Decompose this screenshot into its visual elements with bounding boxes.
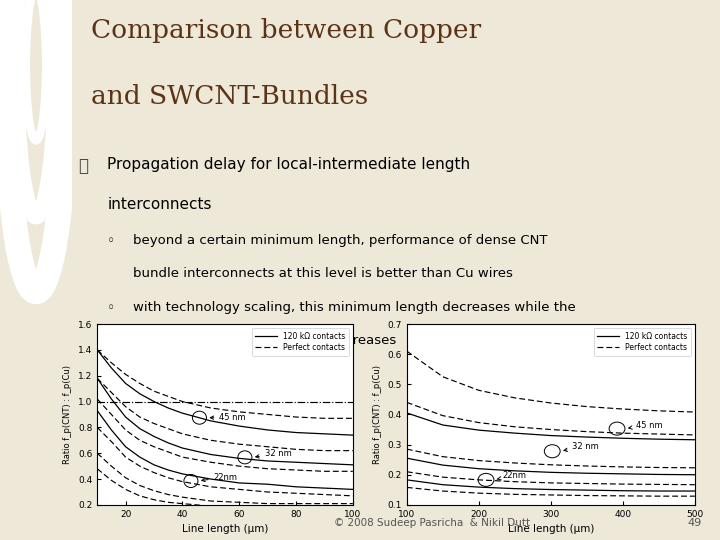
X-axis label: Line length (μm): Line length (μm) <box>182 524 268 534</box>
Text: ◦: ◦ <box>107 301 115 315</box>
Legend: 120 kΩ contacts, Perfect contacts: 120 kΩ contacts, Perfect contacts <box>251 328 349 356</box>
Text: 45 nm: 45 nm <box>629 421 662 429</box>
Text: Propagation delay for local-intermediate length: Propagation delay for local-intermediate… <box>107 157 470 172</box>
Text: improvement in performance increases: improvement in performance increases <box>133 334 396 347</box>
Text: 22nm: 22nm <box>497 471 526 480</box>
Text: and SWCNT-Bundles: and SWCNT-Bundles <box>91 84 369 109</box>
Text: ⤵: ⤵ <box>78 157 89 174</box>
Text: ◦: ◦ <box>107 234 115 248</box>
Text: Comparison between Copper: Comparison between Copper <box>91 18 482 43</box>
Y-axis label: Ratio f_p(CNT) : f_p(Cu): Ratio f_p(CNT) : f_p(Cu) <box>373 365 382 464</box>
Text: 32 nm: 32 nm <box>256 449 292 458</box>
Y-axis label: Ratio f_p(CNT) : f_p(Cu): Ratio f_p(CNT) : f_p(Cu) <box>63 365 73 464</box>
Text: 45 nm: 45 nm <box>210 413 246 422</box>
Text: © 2008 Sudeep Pasricha  & Nikil Dutt: © 2008 Sudeep Pasricha & Nikil Dutt <box>334 518 530 528</box>
Text: with technology scaling, this minimum length decreases while the: with technology scaling, this minimum le… <box>133 301 575 314</box>
Legend: 120 kΩ contacts, Perfect contacts: 120 kΩ contacts, Perfect contacts <box>593 328 691 356</box>
Text: 49: 49 <box>688 518 702 528</box>
Text: beyond a certain minimum length, performance of dense CNT: beyond a certain minimum length, perform… <box>133 234 547 247</box>
Text: interconnects: interconnects <box>107 197 212 212</box>
Text: 22nm: 22nm <box>202 472 238 482</box>
Text: bundle interconnects at this level is better than Cu wires: bundle interconnects at this level is be… <box>133 267 513 280</box>
X-axis label: Line length (μm): Line length (μm) <box>508 524 594 534</box>
Text: 32 nm: 32 nm <box>564 442 599 451</box>
